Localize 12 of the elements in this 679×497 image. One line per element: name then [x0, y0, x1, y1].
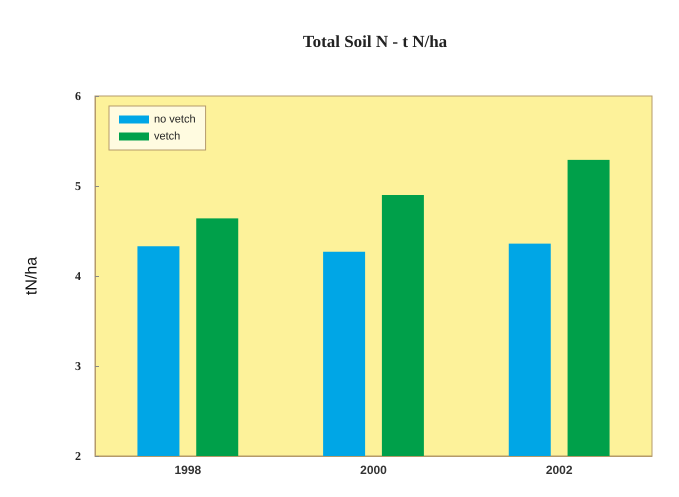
x-tick-label: 2000 — [360, 463, 388, 477]
y-axis-title: tN/ha — [24, 256, 40, 296]
legend-label: no vetch — [154, 114, 196, 126]
x-tick-label: 1998 — [174, 463, 202, 477]
y-tick-label: 4 — [75, 269, 81, 283]
y-tick-label: 2 — [75, 449, 81, 463]
legend-label: vetch — [154, 130, 180, 142]
y-tick-label: 3 — [75, 359, 81, 373]
x-tick-label: 2002 — [546, 463, 573, 477]
chart-title: Total Soil N - t N/ha — [302, 32, 448, 51]
y-tick-label: 6 — [75, 89, 81, 103]
y-tick-label: 5 — [75, 179, 81, 193]
